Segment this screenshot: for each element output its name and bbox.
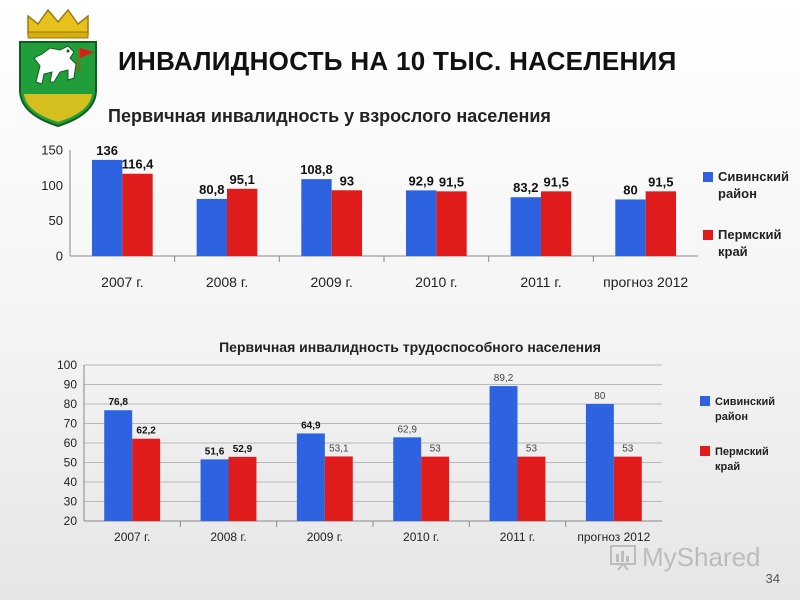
x-tick-label: прогноз 2012 <box>577 530 650 544</box>
x-tick-label: 2008 г. <box>210 530 246 544</box>
bar <box>421 456 450 521</box>
watermark-text: MyShared <box>642 541 761 572</box>
y-tick-label: 80 <box>64 397 78 411</box>
data-label: 64,9 <box>301 420 321 431</box>
chart-title: Первичная инвалидность у взрослого насел… <box>108 106 551 126</box>
bar <box>132 438 161 521</box>
data-label: 108,8 <box>300 162 333 177</box>
bar <box>324 456 353 521</box>
data-label: 62,9 <box>397 424 417 435</box>
data-label: 76,8 <box>108 397 128 408</box>
bar <box>510 197 541 256</box>
data-label: 93 <box>340 173 354 188</box>
legend-label: Пермский <box>715 446 769 458</box>
legend-label-line2: район <box>718 186 757 201</box>
data-label: 53 <box>622 444 634 455</box>
bar <box>489 386 518 521</box>
bar <box>196 198 227 256</box>
data-label: 80,8 <box>199 182 224 197</box>
data-label: 92,9 <box>409 173 434 188</box>
chart-title: Первичная инвалидность трудоспособного н… <box>219 339 601 355</box>
y-tick-label: 150 <box>41 143 63 158</box>
y-tick-label: 40 <box>64 475 78 489</box>
y-tick-label: 50 <box>64 456 78 470</box>
page-number: 34 <box>765 571 780 586</box>
data-label: 53,1 <box>329 443 349 454</box>
x-tick-label: 2011 г. <box>520 274 561 290</box>
page-title: ИНВАЛИДНОСТЬ НА 10 ТЫС. НАСЕЛЕНИЯ <box>118 46 677 76</box>
data-label: 116,4 <box>122 157 155 172</box>
data-label: 51,6 <box>205 446 225 457</box>
bar <box>301 179 332 256</box>
data-label: 91,5 <box>544 174 569 189</box>
data-label: 62,2 <box>136 426 156 437</box>
data-label: 52,9 <box>233 444 253 455</box>
legend-label: Пермский <box>718 227 782 242</box>
y-tick-label: 30 <box>64 495 78 509</box>
x-tick-label: прогноз 2012 <box>603 274 688 290</box>
data-label: 89,2 <box>494 373 514 384</box>
data-label: 91,5 <box>648 174 673 189</box>
legend-label-line2: район <box>715 411 748 423</box>
x-tick-label: 2009 г. <box>307 530 343 544</box>
data-label: 80 <box>623 182 637 197</box>
data-label: 53 <box>430 444 442 455</box>
x-tick-label: 2007 г. <box>114 530 150 544</box>
data-label: 83,2 <box>513 180 538 195</box>
legend-swatch <box>703 172 713 182</box>
bar <box>405 190 437 256</box>
x-tick-label: 2010 г. <box>415 274 457 290</box>
legend-swatch <box>700 446 710 456</box>
y-tick-label: 100 <box>41 178 63 193</box>
data-label: 91,5 <box>439 174 464 189</box>
myshared-logo-icon <box>610 545 636 571</box>
bar <box>122 173 153 256</box>
x-tick-label: 2011 г. <box>500 530 535 544</box>
bar <box>585 404 614 521</box>
bar <box>645 191 677 256</box>
legend-swatch <box>703 230 713 240</box>
x-tick-label: 2007 г. <box>101 274 143 290</box>
bar <box>228 456 257 521</box>
chart-adult-disability: Первичная инвалидность у взрослого насел… <box>41 106 789 290</box>
legend-label-line2: край <box>715 461 740 473</box>
x-tick-label: 2010 г. <box>403 530 439 544</box>
legend-label: Сивинский <box>715 396 775 408</box>
bar <box>517 456 546 521</box>
bar <box>393 437 422 521</box>
myshared-watermark: MyShared <box>608 540 761 574</box>
bar <box>91 159 123 256</box>
bar <box>615 199 646 256</box>
coat-of-arms-icon <box>19 8 97 128</box>
y-tick-label: 50 <box>49 213 63 228</box>
x-tick-label: 2009 г. <box>311 274 353 290</box>
bar <box>541 191 572 256</box>
bar <box>436 191 467 256</box>
y-tick-label: 90 <box>64 378 78 392</box>
y-tick-label: 20 <box>64 514 78 528</box>
data-label: 80 <box>594 391 606 402</box>
legend-label-line2: край <box>718 244 748 259</box>
bar <box>613 456 642 521</box>
bar <box>104 410 133 521</box>
legend-label: Сивинский <box>718 169 789 184</box>
y-tick-label: 70 <box>64 417 78 431</box>
bar <box>296 433 325 521</box>
y-tick-label: 100 <box>57 358 77 372</box>
data-label: 53 <box>526 444 538 455</box>
data-label: 95,1 <box>230 172 255 187</box>
chart-working-age-disability: Первичная инвалидность трудоспособного н… <box>57 339 775 544</box>
bar <box>200 459 229 521</box>
y-tick-label: 60 <box>64 436 78 450</box>
bar <box>227 188 258 256</box>
x-tick-label: 2008 г. <box>206 274 248 290</box>
legend-swatch <box>700 396 710 406</box>
y-tick-label: 0 <box>56 249 63 264</box>
bar <box>331 190 363 256</box>
data-label: 136 <box>96 143 118 158</box>
